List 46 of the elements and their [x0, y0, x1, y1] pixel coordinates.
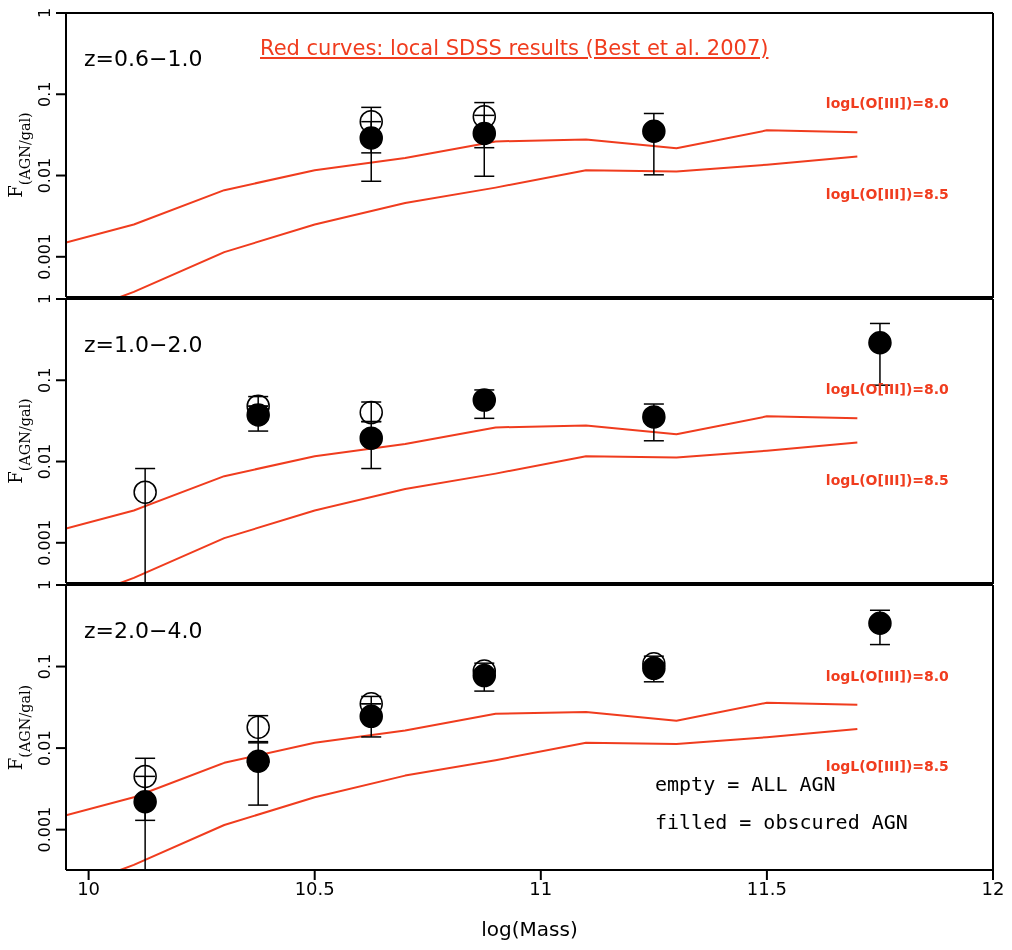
point: [642, 405, 666, 429]
annotation: Red curves: local SDSS results (Best et al. 2007): [260, 36, 769, 60]
series-label: logL(O[III])=8.5: [825, 185, 949, 202]
y-tick-label: 0.1: [35, 81, 54, 107]
x-tick-label: 10.5: [294, 877, 335, 899]
point: [472, 663, 497, 688]
point: [642, 656, 666, 681]
point: [359, 704, 383, 729]
y-tick-label: 0.001: [35, 806, 54, 853]
y-tick-label: 0.01: [35, 730, 54, 766]
series-label: logL(O[III])=8.5: [825, 758, 949, 775]
y-tick-label: 0.1: [35, 653, 54, 680]
point: [246, 749, 270, 773]
point: [868, 330, 892, 355]
point: [642, 119, 666, 144]
y-tick-label: 0.001: [35, 519, 54, 566]
series-label: logL(O[III])=8.0: [825, 381, 950, 398]
point: [359, 426, 383, 450]
x-tick-label: 10: [77, 877, 101, 899]
annotation: empty = ALL AGN: [655, 772, 836, 796]
y-tick-label: 0.001: [35, 233, 54, 280]
y-tick-label: 1: [35, 579, 54, 591]
x-axis-title: log(Mass): [481, 917, 578, 941]
y-tick-label: 1: [35, 293, 54, 305]
point: [133, 480, 157, 504]
x-tick-label: 11: [529, 877, 553, 899]
y-tick-label: 0.01: [35, 157, 54, 194]
y-tick-label: 0.01: [35, 443, 54, 480]
series-label: logL(O[III])=8.5: [825, 471, 949, 488]
y-tick-label: 0.1: [35, 367, 54, 393]
y-tick-label: 1: [35, 7, 54, 19]
text: z=2.0−4.0: [84, 618, 203, 643]
series-label: logL(O[III])=8.0: [825, 667, 950, 684]
point: [133, 789, 157, 814]
point: [472, 388, 497, 412]
x-tick-label: 11.5: [746, 877, 787, 899]
point: [868, 611, 892, 635]
point: [472, 121, 497, 146]
annotation: filled = obscured AGN: [655, 810, 908, 834]
point: [359, 126, 383, 150]
point: [246, 403, 270, 427]
series-label: logL(O[III])=8.0: [825, 95, 950, 112]
text: z=0.6−1.0: [84, 46, 203, 71]
point: [133, 764, 157, 789]
x-tick-label: 12: [981, 877, 1005, 899]
text: z=1.0−2.0: [84, 332, 203, 357]
